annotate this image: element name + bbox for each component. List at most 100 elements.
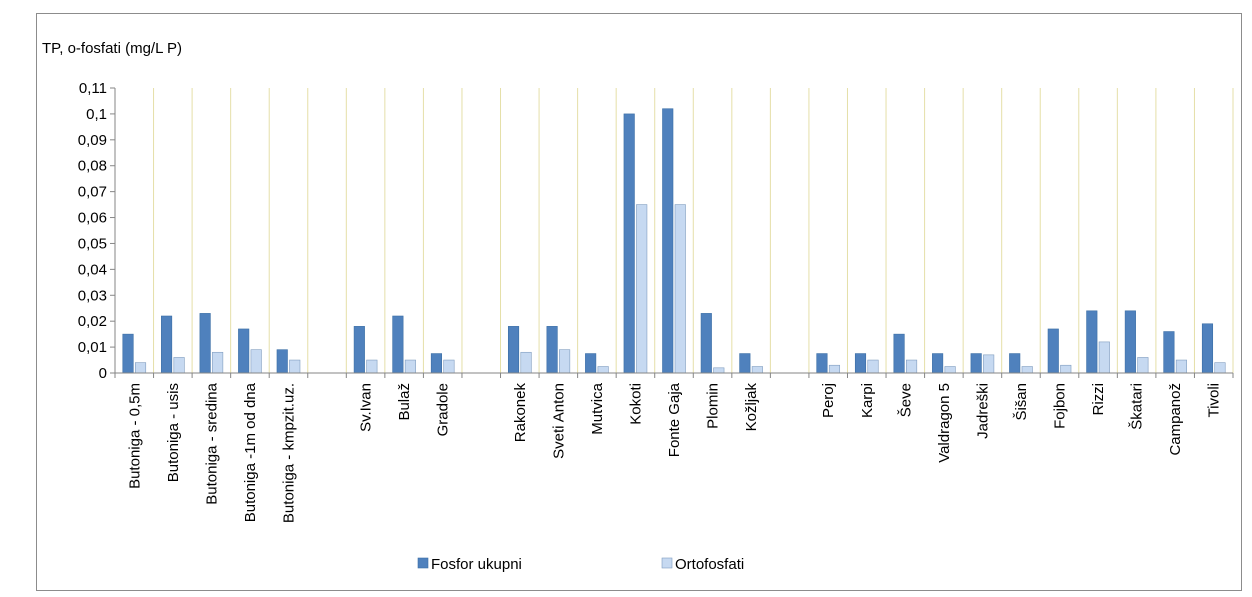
bar-ortofosfati-kokoti	[636, 204, 648, 374]
bar-fosfor-ukupni-fonte-gaja	[662, 108, 674, 374]
chart-title: TP, o-fosfati (mg/L P)	[42, 40, 182, 57]
bar-ortofosfati-sveti-anton	[559, 349, 571, 374]
bar-ortofosfati-butoniga-sredina	[212, 351, 224, 374]
x-tick-label-jadreski: Jadreški	[974, 383, 991, 439]
x-tick-label-campanoz: Campanož	[1167, 383, 1184, 456]
bar-ortofosfati-rakonek	[520, 351, 532, 374]
x-tick-label-peroj: Peroj	[820, 383, 837, 418]
bar-fosfor-ukupni-sisan	[1009, 353, 1021, 374]
x-tick-label-fonte-gaja: Fonte Gaja	[666, 382, 683, 457]
bar-ortofosfati-gradole	[443, 359, 455, 374]
bar-ortofosfati-skatari	[1137, 357, 1149, 374]
x-tick-label-plomin: Plomin	[705, 383, 722, 429]
y-tick-label: 0,03	[78, 287, 107, 304]
y-tick-label: 0,05	[78, 235, 107, 252]
bar-fosfor-ukupni-sveti-anton	[546, 326, 558, 374]
y-tick-label: 0	[99, 365, 107, 382]
bar-fosfor-ukupni-peroj	[816, 353, 828, 374]
bar-ortofosfati-butoniga-usis	[173, 357, 185, 374]
bar-fosfor-ukupni-butoniga-0-5m	[122, 333, 134, 374]
bar-ortofosfati-butoniga-0-5m	[134, 362, 147, 374]
bar-fosfor-ukupni-butoniga-1m-od-dna	[238, 328, 250, 374]
bar-ortofosfati-kozljak	[751, 366, 763, 374]
x-tick-label-sv-ivan: Sv.Ivan	[358, 383, 375, 432]
x-tick-label-butoniga-usis: Butoniga - usis	[165, 383, 182, 482]
x-tick-label-rizzi: Rizzi	[1090, 383, 1107, 416]
bar-fosfor-ukupni-sv-ivan	[353, 326, 365, 374]
bar-fosfor-ukupni-bulaz	[392, 315, 404, 374]
y-tick-label: 0,11	[79, 80, 107, 97]
x-tick-label-butoniga-1m-od-dna: Butoniga -1m od dna	[242, 382, 259, 522]
y-tick-label: 0,09	[78, 132, 107, 149]
x-tick-label-skatari: Škatari	[1129, 383, 1146, 430]
x-tick-label-valdragon-5: Valdragon 5	[936, 383, 953, 463]
bar-fosfor-ukupni-plomin	[700, 313, 712, 374]
bar-fosfor-ukupni-butoniga-kmpzit-uz	[276, 349, 288, 374]
legend-label-ortofosfati: Ortofosfati	[675, 556, 744, 573]
x-tick-label-kozljak: Kožljak	[743, 383, 760, 432]
x-tick-label-bulaz: Bulaž	[396, 383, 413, 421]
y-tick-label: 0,1	[86, 106, 107, 123]
bar-ortofosfati-plomin	[713, 367, 725, 374]
x-tick-label-butoniga-sredina: Butoniga - sredina	[203, 382, 220, 504]
bar-fosfor-ukupni-gradole	[430, 353, 442, 374]
bar-fosfor-ukupni-valdragon-5	[932, 353, 944, 374]
x-tick-label-sveti-anton: Sveti Anton	[550, 383, 567, 459]
bar-fosfor-ukupni-butoniga-usis	[161, 315, 173, 374]
bar-fosfor-ukupni-seve	[893, 333, 905, 374]
y-tick-label: 0,07	[78, 184, 107, 201]
bar-ortofosfati-valdragon-5	[944, 366, 956, 374]
x-tick-label-fojbon: Fojbon	[1052, 383, 1069, 429]
bar-ortofosfati-bulaz	[404, 359, 416, 374]
x-tick-label-butoniga-kmpzit-uz: Butoniga - kmpzit.uz.	[280, 383, 297, 523]
y-tick-label: 0,02	[78, 313, 107, 330]
bar-ortofosfati-jadreski	[983, 354, 995, 374]
bar-ortofosfati-peroj	[828, 364, 841, 374]
bar-ortofosfati-karpi	[867, 359, 879, 374]
bar-fosfor-ukupni-jadreski	[970, 353, 982, 374]
x-axis: Butoniga - 0,5m Butoniga - usis Butoniga -…	[114, 372, 1234, 523]
bar-fosfor-ukupni-butoniga-sredina	[199, 313, 211, 374]
x-tick-label-butoniga-0-5m: Butoniga - 0,5m	[126, 383, 143, 489]
bar-ortofosfati-fonte-gaja	[674, 204, 686, 374]
y-tick-label: 0,04	[78, 261, 107, 278]
bar-fosfor-ukupni-fojbon	[1047, 328, 1059, 374]
legend-swatch-ortofosfati	[661, 557, 673, 569]
bar-ortofosfati-mutvica	[597, 366, 609, 374]
y-tick-label: 0,08	[78, 158, 107, 175]
bars	[122, 108, 1226, 374]
legend-swatch-fosfor-ukupni	[417, 557, 429, 569]
x-tick-label-rakonek: Rakonek	[512, 383, 529, 443]
bar-ortofosfati-butoniga-1m-od-dna	[250, 349, 262, 374]
x-tick-label-mutvica: Mutvica	[589, 382, 606, 434]
y-tick-label: 0,06	[78, 210, 107, 227]
bar-fosfor-ukupni-mutvica	[585, 353, 597, 374]
x-tick-label-seve: Ševe	[897, 383, 914, 417]
x-tick-label-karpi: Karpi	[859, 383, 876, 418]
bar-ortofosfati-seve	[906, 359, 918, 374]
bar-ortofosfati-sisan	[1021, 366, 1033, 374]
bar-ortofosfati-tivoli	[1214, 362, 1226, 374]
x-tick-label-gradole: Gradole	[435, 383, 452, 436]
legend-label-fosfor-ukupni: Fosfor ukupni	[431, 556, 522, 573]
bar-fosfor-ukupni-rakonek	[507, 326, 520, 374]
legend: Fosfor ukupni Ortofosfati	[417, 556, 744, 573]
bar-fosfor-ukupni-kokoti	[623, 113, 635, 374]
y-tick-label: 0,01	[78, 339, 107, 356]
bar-ortofosfati-sv-ivan	[366, 359, 378, 374]
bar-ortofosfati-rizzi	[1098, 341, 1110, 374]
bar-fosfor-ukupni-karpi	[854, 353, 867, 374]
bar-fosfor-ukupni-tivoli	[1201, 323, 1214, 374]
bar-ortofosfati-campanoz	[1175, 359, 1187, 374]
bar-fosfor-ukupni-campanoz	[1163, 331, 1175, 374]
bar-fosfor-ukupni-rizzi	[1086, 310, 1098, 374]
bar-fosfor-ukupni-skatari	[1124, 310, 1136, 374]
x-tick-label-tivoli: Tivoli	[1206, 383, 1223, 417]
x-tick-label-kokoti: Kokoti	[627, 383, 644, 425]
grid	[153, 88, 1234, 373]
x-tick-label-sisan: Šišan	[1013, 383, 1030, 421]
bar-fosfor-ukupni-kozljak	[739, 353, 751, 374]
bar-ortofosfati-fojbon	[1060, 364, 1072, 374]
y-axis: 0 0,01 0,02 0,03 0,04 0,05 0,06 0,07 0,08 0,09 0,1…	[78, 80, 116, 382]
